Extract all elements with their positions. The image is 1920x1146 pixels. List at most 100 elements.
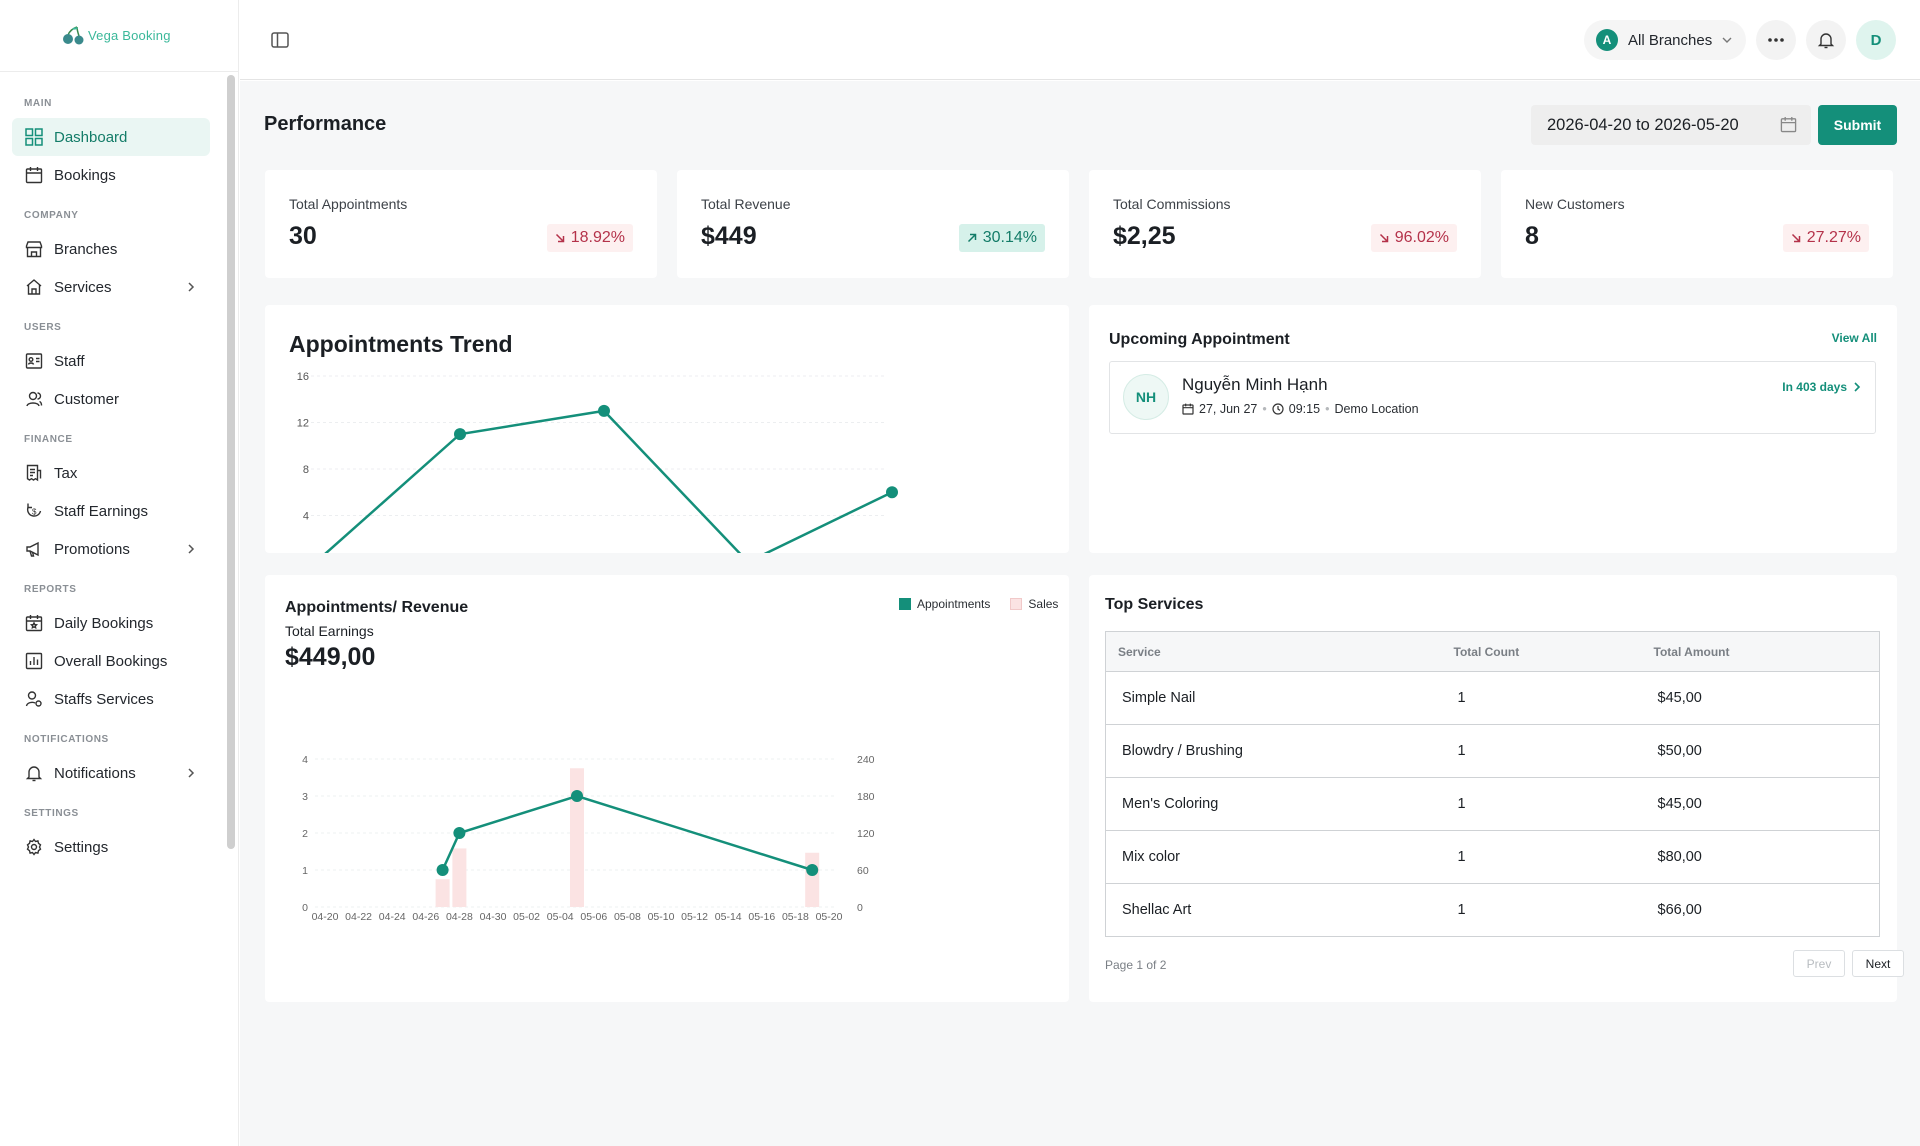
table-row[interactable]: Men's Coloring 1 $45,00 <box>1105 777 1880 831</box>
appointments-point <box>436 864 449 876</box>
stat-card-new-customers: New Customers 8 27.27% <box>1501 170 1893 278</box>
sidebar-item-label: Overall Bookings <box>54 652 168 670</box>
chevron-down-icon <box>1722 32 1732 49</box>
x-tick-label: 04-22 <box>345 911 372 923</box>
legend-label-appointments: Appointments <box>917 597 991 611</box>
countdown-label: In 403 days <box>1782 380 1847 394</box>
appointments-point <box>571 790 583 802</box>
table-row[interactable]: Shellac Art 1 $66,00 <box>1105 883 1880 937</box>
chart-legend: Appointments Sales <box>899 597 1058 611</box>
table-row[interactable]: Mix color 1 $80,00 <box>1105 830 1880 884</box>
stat-change-value: 30.14% <box>982 229 1037 246</box>
store-icon <box>24 239 44 259</box>
y-right-tick-label: 0 <box>857 902 863 914</box>
calendar-icon <box>1182 403 1194 415</box>
trend-point <box>886 486 898 499</box>
sidebar-item-tax[interactable]: Tax <box>12 454 210 492</box>
appointment-countdown[interactable]: In 403 days <box>1782 380 1861 394</box>
separator-dot: • <box>1262 402 1267 416</box>
date-range-input[interactable]: 2026-04-20 to 2026-05-20 <box>1531 105 1811 145</box>
sidebar-item-label: Daily Bookings <box>54 614 154 632</box>
branch-selector[interactable]: A All Branches <box>1584 20 1746 60</box>
sidebar-item-services[interactable]: Services <box>12 268 210 306</box>
stat-value: 30 <box>289 222 317 250</box>
arrow-down-right-icon <box>1379 233 1388 243</box>
user-avatar[interactable]: D <box>1856 20 1896 60</box>
sidebar-item-promotions[interactable]: Promotions <box>12 530 210 568</box>
sidebar-toggle-icon[interactable] <box>270 30 290 50</box>
sidebar-item-dashboard[interactable]: Dashboard <box>12 118 210 156</box>
coin-refresh-icon: $ <box>24 501 44 521</box>
logo[interactable]: Vega Booking <box>0 0 238 72</box>
section-reports: REPORTS <box>24 584 77 595</box>
x-tick-label: 05-14 <box>715 911 742 923</box>
view-all-link[interactable]: View All <box>1831 331 1877 345</box>
chevron-right-icon <box>1854 382 1861 392</box>
stat-change-badge: 27.27% <box>1782 224 1869 252</box>
x-tick-label: 04-26 <box>412 911 439 923</box>
section-settings: SETTINGS <box>24 808 79 819</box>
sidebar-item-label: Settings <box>54 838 109 856</box>
x-tick-label: 05-02 <box>513 911 540 923</box>
appointments-point <box>453 827 466 839</box>
table-row[interactable]: Blowdry / Brushing 1 $50,00 <box>1105 724 1880 778</box>
sidebar-item-customer[interactable]: Customer <box>12 380 210 418</box>
notifications-button[interactable] <box>1806 20 1846 60</box>
sidebar-item-bookings[interactable]: Bookings <box>12 156 210 194</box>
branch-avatar: A <box>1596 29 1618 51</box>
y-left-tick-label: 1 <box>302 865 308 877</box>
prev-page-button[interactable]: Prev <box>1793 950 1845 977</box>
service-count: 1 <box>1453 724 1654 778</box>
sidebar-item-staff[interactable]: Staff <box>12 342 210 380</box>
column-header-total-amount: Total Amount <box>1653 631 1880 672</box>
gear-icon <box>24 837 44 857</box>
next-page-button[interactable]: Next <box>1852 950 1904 977</box>
sidebar-item-staffs-services[interactable]: Staffs Services <box>12 680 210 718</box>
sidebar-item-settings[interactable]: Settings <box>12 828 210 866</box>
table-row[interactable]: Simple Nail 1 $45,00 <box>1105 671 1880 725</box>
sidebar-item-staff-earnings[interactable]: $ Staff Earnings <box>12 492 210 530</box>
y-left-tick-label: 4 <box>302 754 308 766</box>
chevron-right-icon <box>186 280 200 294</box>
more-options-button[interactable] <box>1756 20 1796 60</box>
sidebar-item-overall-bookings[interactable]: Overall Bookings <box>12 642 210 680</box>
appointment-time: 09:15 <box>1288 402 1321 416</box>
appointment-item[interactable]: NH Nguyễn Minh Hạnh 27, Jun 27 • 09:15 •… <box>1109 361 1876 434</box>
chevron-right-icon <box>186 766 200 780</box>
sidebar-item-daily-bookings[interactable]: Daily Bookings <box>12 604 210 642</box>
service-name: Simple Nail <box>1105 671 1454 725</box>
legend-label-sales: Sales <box>1028 597 1059 611</box>
submit-button[interactable]: Submit <box>1818 105 1897 145</box>
upcoming-appointment-card: Upcoming Appointment View All NH Nguyễn … <box>1089 305 1897 553</box>
stat-card-appointments: Total Appointments 30 18.92% <box>265 170 657 278</box>
x-tick-label: 05-20 <box>816 911 843 923</box>
appointment-meta: 27, Jun 27 • 09:15 • Demo Location <box>1182 402 1419 416</box>
y-left-tick-label: 2 <box>302 828 308 840</box>
branch-label: All Branches <box>1628 31 1713 49</box>
stat-change-value: 27.27% <box>1806 229 1861 246</box>
column-header-total-count: Total Count <box>1453 631 1654 672</box>
sidebar-item-label: Staffs Services <box>54 690 154 708</box>
sidebar-scrollbar[interactable] <box>227 75 235 849</box>
trend-point <box>454 428 466 441</box>
sidebar-item-label: Dashboard <box>54 128 128 146</box>
sidebar-item-label: Services <box>54 278 112 296</box>
svg-text:$: $ <box>32 508 37 517</box>
stat-label: Total Revenue <box>701 196 791 212</box>
y-tick-label: 4 <box>303 511 309 523</box>
sales-bar <box>570 768 584 907</box>
appointments-point <box>806 864 819 876</box>
stat-card-revenue: Total Revenue $449 30.14% <box>677 170 1069 278</box>
service-name: Shellac Art <box>1105 883 1454 937</box>
sidebar-item-branches[interactable]: Branches <box>12 230 210 268</box>
calendar-icon <box>1780 116 1797 138</box>
sidebar-item-notifications[interactable]: Notifications <box>12 754 210 792</box>
appointments-trend-card: Appointments Trend 048121604-2004-2705-0… <box>265 305 1069 553</box>
service-count: 1 <box>1453 671 1654 725</box>
service-count: 1 <box>1453 830 1654 884</box>
service-amount: $45,00 <box>1653 777 1880 831</box>
services-icon <box>24 277 44 297</box>
sidebar-item-label: Bookings <box>54 166 116 184</box>
customer-name: Nguyễn Minh Hạnh <box>1182 375 1328 394</box>
